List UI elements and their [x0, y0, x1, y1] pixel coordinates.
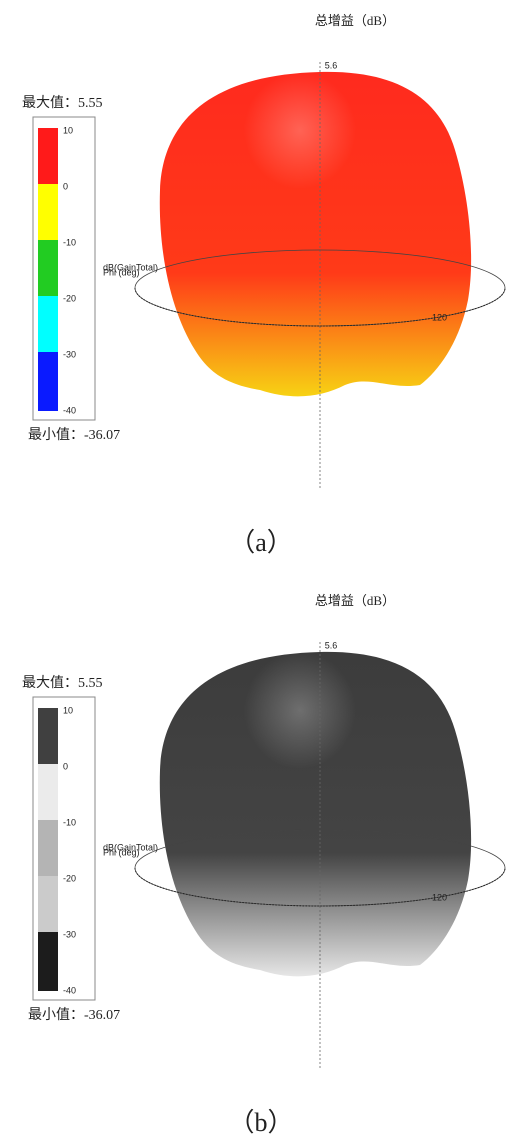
pattern-highlight	[159, 71, 472, 397]
colorbar-segment	[38, 240, 58, 296]
colorbar-tick-label: -20	[63, 873, 76, 883]
colorbar-segment	[38, 708, 58, 764]
colorbar-segment	[38, 296, 58, 352]
panel: 总增益（dB） 最大值：5.55 最小值：-36.07 10 0 -10 -20 -30 -40…	[22, 593, 506, 1137]
colorbar-segment	[38, 352, 58, 411]
colorbar-tick-label: -30	[63, 349, 76, 359]
colorbar-segment	[38, 820, 58, 876]
colorbar-tick-label: -40	[63, 405, 76, 415]
max-label: 最大值：5.55	[22, 95, 103, 111]
min-label: 最小值：-36.07	[28, 427, 120, 443]
z-label: 5.6	[325, 60, 338, 70]
overlap-label: Phi (deg)	[103, 267, 140, 277]
overlap-label: Phi (deg)	[103, 847, 140, 857]
colorbar-segment	[38, 184, 58, 240]
colorbar-tick-label: 0	[63, 761, 68, 771]
colorbar-tick-label: -10	[63, 237, 76, 247]
min-label: 最小值：-36.07	[28, 1007, 120, 1023]
colorbar-tick-label: -10	[63, 817, 76, 827]
colorbar-tick-label: 10	[63, 125, 73, 135]
panel: 总增益（dB） 最大值：5.55 最小值：-36.07 10 0 -10 -20 -30 -40…	[22, 13, 506, 557]
phi-ring-front	[134, 867, 506, 907]
colorbar-tick-label: -20	[63, 293, 76, 303]
colorbar-frame	[32, 116, 96, 421]
caption: （b）	[228, 1108, 293, 1137]
max-label: 最大值：5.55	[22, 675, 103, 691]
caption: （a）	[229, 528, 293, 557]
phi-ring-front	[134, 287, 506, 327]
ring-label: 120	[432, 892, 447, 902]
z-label: 5.6	[325, 640, 338, 650]
ring-label: 120	[432, 312, 447, 322]
overlap-label: dB(GainTotal)	[103, 842, 158, 852]
colorbar-tick-label: -40	[63, 985, 76, 995]
colorbar-tick-label: -30	[63, 929, 76, 939]
title: 总增益（dB）	[315, 13, 395, 28]
colorbar-segment	[38, 128, 58, 184]
colorbar-segment	[38, 764, 58, 820]
overlap-label: dB(GainTotal)	[103, 262, 158, 272]
pattern-highlight	[159, 651, 472, 977]
colorbar-segment	[38, 932, 58, 991]
colorbar-segment	[38, 876, 58, 932]
title: 总增益（dB）	[315, 593, 395, 608]
colorbar-tick-label: 0	[63, 181, 68, 191]
colorbar-frame	[32, 696, 96, 1001]
colorbar-tick-label: 10	[63, 705, 73, 715]
